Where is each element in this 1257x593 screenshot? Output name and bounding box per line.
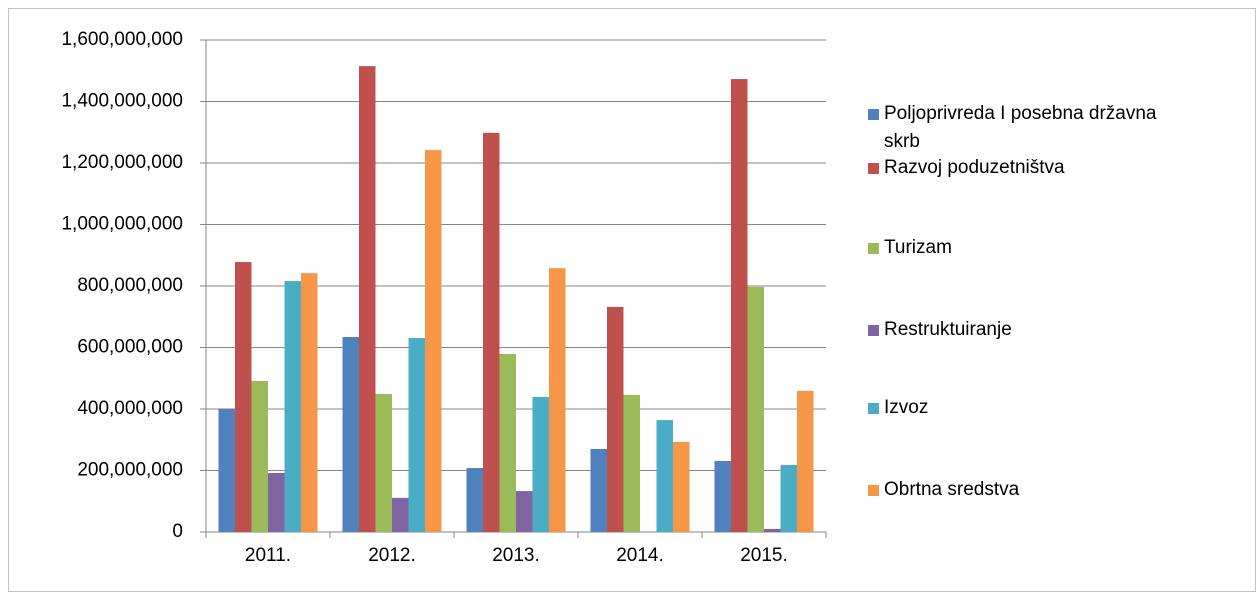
- bar: [342, 337, 359, 532]
- x-tick-label: 2012.: [368, 545, 416, 566]
- bar: [747, 286, 764, 532]
- bar: [392, 497, 409, 532]
- y-tick-label: 200,000,000: [77, 460, 183, 481]
- bar: [532, 397, 549, 532]
- bar: [731, 79, 748, 533]
- bar: [425, 150, 442, 532]
- legend-label: Poljoprivreda I posebna državna skrb: [884, 103, 1157, 152]
- y-tick-label: 1,200,000,000: [61, 152, 183, 173]
- legend-swatch: [868, 485, 879, 496]
- legend-label: Turizam: [884, 237, 952, 258]
- legend-item: Izvoz: [868, 394, 1168, 422]
- bar: [218, 409, 235, 532]
- legend-item: Razvoj poduzetništva: [868, 154, 1168, 182]
- y-tick-label: 1,000,000,000: [61, 214, 183, 235]
- bar: [499, 353, 516, 532]
- x-tick-label: 2013.: [492, 545, 540, 566]
- bar: [797, 390, 814, 532]
- legend-swatch: [868, 325, 879, 336]
- bar: [251, 381, 268, 532]
- bar: [764, 528, 781, 532]
- legend-item: Obrtna sredstva: [868, 476, 1168, 504]
- y-tick-label: 800,000,000: [77, 275, 183, 296]
- bar: [375, 393, 392, 532]
- bar: [284, 281, 301, 532]
- bar: [780, 464, 797, 532]
- chart-border: [8, 8, 1256, 592]
- y-tick-label: 0: [172, 521, 183, 542]
- bar: [301, 273, 318, 532]
- legend-item: Turizam: [868, 234, 1168, 262]
- bar: [607, 306, 624, 532]
- bar: [714, 460, 731, 532]
- bar: [516, 491, 533, 532]
- x-tick-label: 2015.: [740, 545, 788, 566]
- y-tick-label: 1,400,000,000: [61, 91, 183, 112]
- bar: [235, 262, 252, 532]
- bar: [549, 268, 566, 532]
- x-tick-label: 2011.: [245, 545, 291, 566]
- bar: [656, 420, 673, 532]
- x-tick-label: 2014.: [616, 545, 664, 566]
- legend-swatch: [868, 109, 879, 120]
- legend-item: Poljoprivreda I posebna državna skrb: [868, 100, 1168, 156]
- legend-swatch: [868, 243, 879, 254]
- y-tick-label: 600,000,000: [77, 337, 183, 358]
- legend-label: Restruktuiranje: [884, 319, 1012, 340]
- legend-label: Obrtna sredstva: [884, 479, 1020, 500]
- bar: [483, 132, 500, 533]
- y-tick-label: 400,000,000: [77, 398, 183, 419]
- legend-swatch: [868, 403, 879, 414]
- legend-label: Razvoj poduzetništva: [884, 157, 1065, 178]
- y-tick-label: 1,600,000,000: [61, 29, 183, 50]
- bar: [590, 448, 607, 532]
- bar: [673, 441, 690, 532]
- bar: [408, 337, 425, 532]
- bar: [359, 66, 376, 532]
- legend-item: Restruktuiranje: [868, 316, 1168, 344]
- legend-swatch: [868, 163, 879, 174]
- bar: [623, 394, 640, 532]
- bar: [466, 468, 483, 532]
- legend-label: Izvoz: [884, 397, 929, 418]
- bar: [268, 472, 285, 532]
